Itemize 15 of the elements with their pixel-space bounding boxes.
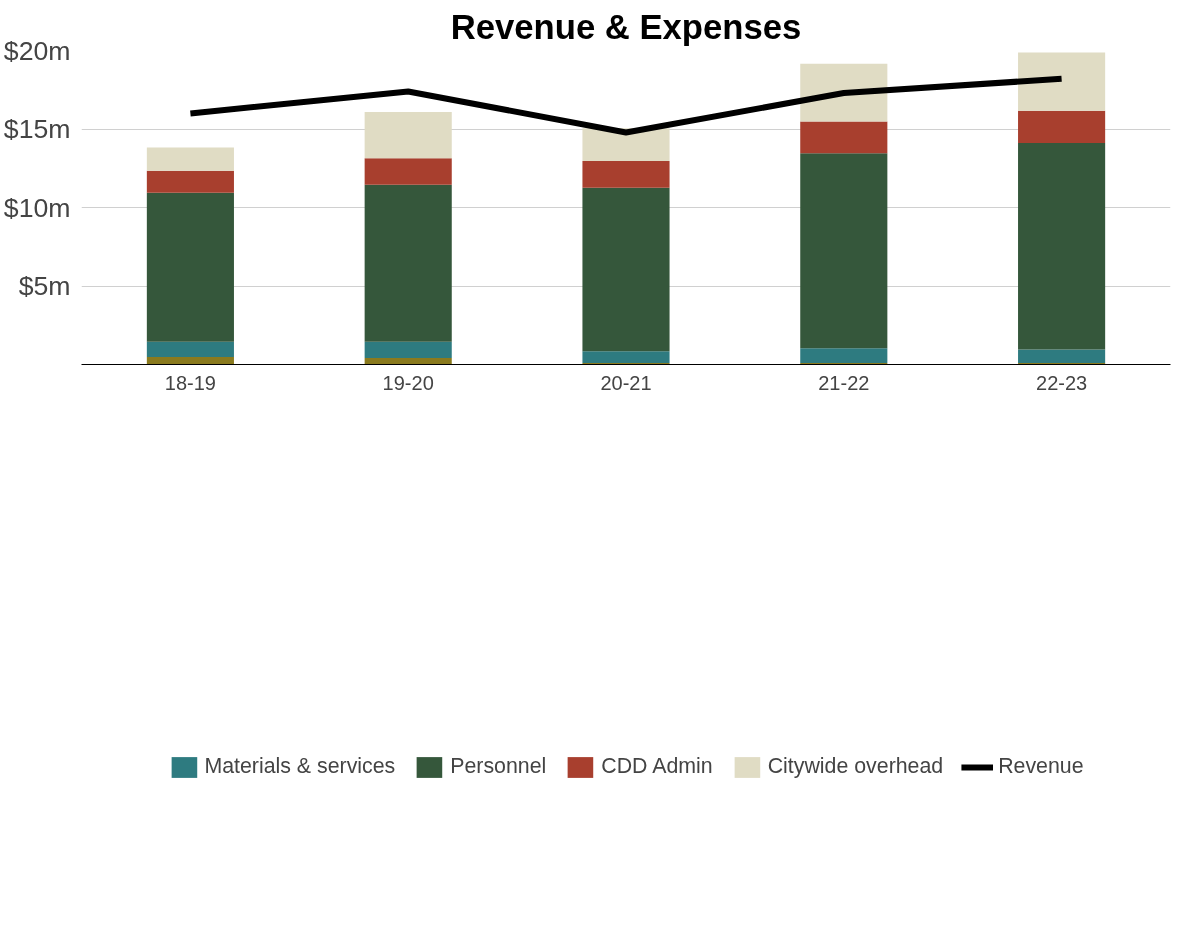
x-tick-label: 20-21 [600,371,652,394]
x-tick-label: 21-22 [818,371,870,394]
y-tick-label: $5m [18,271,71,301]
x-tick-label: 22-23 [1036,371,1088,394]
chart-title: Revenue & Expenses [450,7,802,46]
legend-label: Revenue [998,754,1084,779]
legend-label: Citywide overhead [767,754,944,779]
legend-label: Personnel [450,754,547,779]
legend-label: Materials & services [204,754,396,779]
y-tick-label: $10m [3,192,71,223]
x-tick-label: 18-19 [164,371,216,394]
y-tick-label: $15m [3,114,71,144]
x-tick-label: 19-20 [382,371,434,394]
y-tick-label: $20m [3,35,71,66]
legend-label: CDD Admin [601,754,713,779]
